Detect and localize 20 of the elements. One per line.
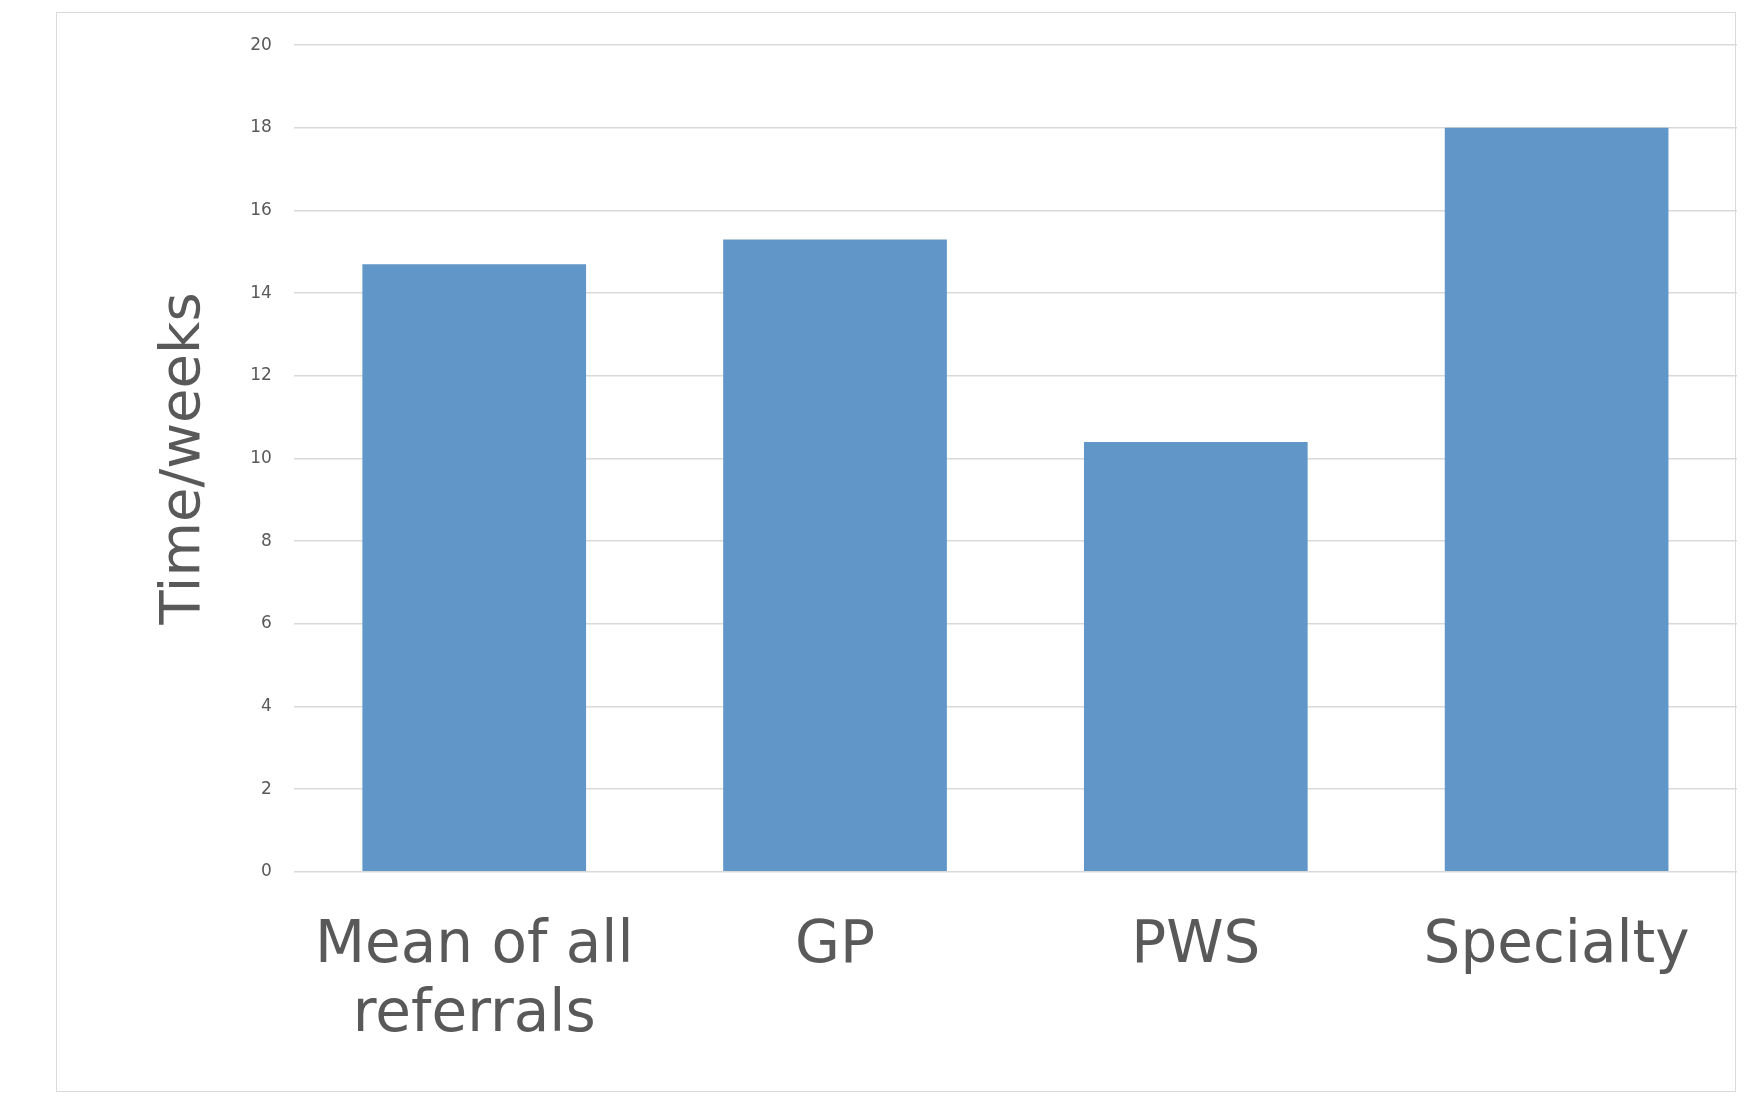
bar: [723, 239, 947, 872]
bar: [1083, 441, 1308, 872]
x-tick-label: Mean of all referrals: [314, 907, 634, 1046]
y-tick-label: 2: [261, 777, 272, 798]
y-tick-label: 18: [250, 116, 272, 137]
y-tick-label: 12: [250, 364, 272, 385]
y-tick-label: 16: [250, 198, 272, 219]
y-tick-label: 4: [261, 694, 272, 715]
y-tick-label: 8: [261, 529, 272, 550]
y-tick-label: 6: [261, 612, 272, 633]
x-tick-label: GP: [795, 907, 875, 976]
y-tick-label: 20: [250, 33, 272, 54]
x-tick-label: Specialty: [1423, 907, 1690, 976]
y-tick-label: 14: [250, 281, 272, 302]
bar: [1444, 127, 1669, 872]
x-tick-label: PWS: [1131, 907, 1261, 976]
y-tick-label: 0: [261, 860, 272, 881]
y-axis-title: Time/weeks: [147, 292, 213, 626]
y-tick-label: 10: [250, 446, 272, 467]
bar: [362, 264, 587, 872]
